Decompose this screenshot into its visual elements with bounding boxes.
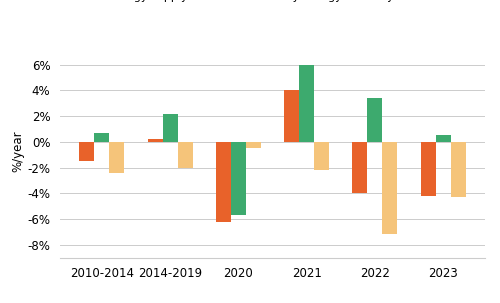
Bar	[382, 142, 398, 235]
Bar	[368, 98, 382, 142]
Y-axis label: %/year: %/year	[12, 131, 24, 172]
Bar	[148, 139, 162, 142]
Bar	[80, 142, 94, 161]
Bar	[231, 142, 246, 215]
Bar	[299, 65, 314, 142]
Bar	[216, 142, 231, 221]
Bar	[246, 142, 261, 148]
Bar	[284, 90, 299, 142]
Bar	[352, 142, 368, 193]
Bar	[436, 135, 450, 142]
Bar	[314, 142, 329, 170]
Bar	[94, 133, 110, 142]
Bar	[110, 142, 124, 173]
Bar	[162, 114, 178, 142]
Bar	[420, 142, 436, 196]
Legend: Total energy supply, GDP, Primary energy intensity: Total energy supply, GDP, Primary energy…	[66, 0, 394, 2]
Bar	[178, 142, 192, 168]
Bar	[450, 142, 466, 197]
